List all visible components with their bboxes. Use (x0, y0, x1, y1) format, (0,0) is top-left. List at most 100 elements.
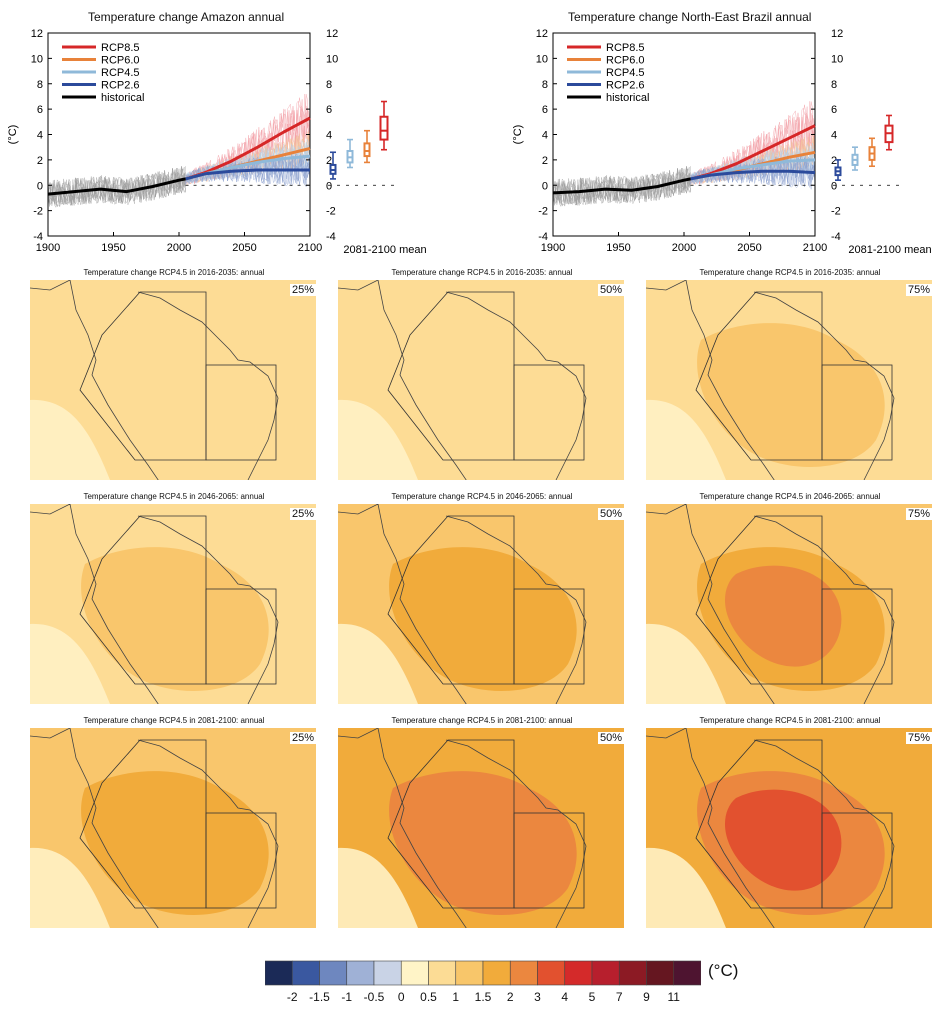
map-hot-region (724, 789, 842, 891)
map-panel: Temperature change RCP4.5 in 2046-2065: … (30, 492, 340, 707)
northeast-brazil-region-outline (513, 812, 585, 909)
y-tick-label: 6 (326, 104, 332, 116)
timeseries-panel-northeast-brazil: Temperature change North-East Brazil ann… (505, 0, 935, 260)
timeseries-plot: -4 -4 -2 -2 0 0 2 2 4 4 6 6 8 8 10 10 12 12 1900 1950 2000 20… (7, 28, 427, 256)
colorbar-tick-label: 5 (588, 990, 596, 1004)
northeast-brazil-region-outline (205, 364, 277, 461)
map-coastline (646, 280, 895, 480)
percentile-label: 25% (289, 732, 316, 744)
colorbar-tick-label: -1.5 (309, 990, 330, 1004)
x-tick-label: 2100 (803, 242, 827, 254)
map-area (646, 280, 932, 480)
map-area (338, 728, 624, 928)
map-area (30, 504, 316, 704)
y-tick-label: -4 (538, 231, 548, 243)
plot-frame (552, 32, 816, 237)
map-warm-region (389, 547, 577, 691)
y-tick-label: 8 (326, 79, 332, 91)
percentile-label: 25% (289, 284, 316, 296)
map-svg (338, 504, 624, 704)
y-tick-label: 4 (326, 130, 332, 142)
colorbar-unit: (°C) (708, 961, 739, 980)
map-panel: Temperature change RCP4.5 in 2016-2035: … (338, 268, 648, 483)
map-area (30, 280, 316, 480)
map-coastline (338, 504, 587, 704)
box-rcp85 (379, 115, 389, 141)
y-tick-label: 0 (831, 180, 837, 192)
legend-label: RCP4.5 (606, 67, 645, 79)
map-coastline (646, 504, 895, 704)
map-title: Temperature change RCP4.5 in 2016-2035: … (699, 268, 881, 277)
map-svg (30, 728, 316, 928)
colorbar-segment (537, 960, 566, 986)
map-svg (646, 728, 932, 928)
scenario-member-line (185, 155, 311, 186)
x-tick-label: 2050 (737, 242, 761, 254)
y-tick-label: 8 (542, 79, 548, 91)
map-area (30, 728, 316, 928)
colorbar-segment (265, 960, 293, 986)
colorbar-segment (591, 960, 620, 986)
legend-label: historical (101, 92, 144, 104)
y-tick-label: 6 (542, 104, 548, 116)
percentile-label: 50% (597, 284, 624, 296)
map-area (338, 504, 624, 704)
map-title: Temperature change RCP4.5 in 2046-2065: … (699, 492, 881, 501)
y-tick-label: 10 (536, 53, 548, 65)
map-cool-region (338, 399, 418, 480)
legend-label: RCP6.0 (101, 55, 140, 67)
scenario-member-line (690, 156, 816, 188)
colorbar-tick-label: 4 (561, 990, 569, 1004)
map-panel: Temperature change RCP4.5 in 2046-2065: … (646, 492, 935, 707)
map-cool-region (646, 623, 726, 704)
map-panel: Temperature change RCP4.5 in 2046-2065: … (338, 492, 648, 707)
map-warm-region (81, 771, 269, 915)
series-line-rcp26 (690, 169, 816, 181)
x-tick-label: 2000 (672, 242, 696, 254)
map-hot-region (724, 565, 842, 667)
colorbar-tick-label: 0.5 (420, 990, 437, 1004)
map-coastline (30, 280, 279, 480)
map-area (338, 280, 624, 480)
colorbar-segment (346, 960, 375, 986)
percentile-label: 75% (905, 508, 932, 520)
historical-member-line (47, 167, 186, 207)
map-panel: Temperature change RCP4.5 in 2016-2035: … (30, 268, 340, 483)
map-cool-region (30, 847, 110, 928)
box-axis-label: 2081-2100 mean (848, 244, 931, 256)
y-tick-label: 8 (831, 79, 837, 91)
y-tick-label: 0 (326, 180, 332, 192)
map-svg (646, 504, 932, 704)
map-warm-region (389, 771, 577, 915)
series-line-historical (552, 177, 691, 195)
x-tick-label: 2100 (298, 242, 322, 254)
map-cool-region (646, 847, 726, 928)
map-title: Temperature change RCP4.5 in 2081-2100: … (699, 716, 881, 725)
y-tick-label: 4 (37, 130, 43, 142)
series-line-historical (47, 177, 186, 196)
y-tick-label: 6 (831, 104, 837, 116)
colorbar-tick-label: 7 (615, 990, 623, 1004)
percentile-label: 75% (905, 732, 932, 744)
x-tick-label: 1950 (606, 242, 630, 254)
map-title: Temperature change RCP4.5 in 2046-2065: … (83, 492, 265, 501)
map-cool-region (338, 623, 418, 704)
colorbar-tick-label: 3 (534, 990, 541, 1004)
box-rcp60 (363, 142, 371, 158)
percentile-label: 25% (289, 508, 316, 520)
historical-member-line (552, 168, 691, 205)
y-tick-label: 8 (37, 79, 43, 91)
northeast-brazil-region-outline (513, 364, 585, 461)
y-tick-label: 2 (326, 155, 332, 167)
y-tick-label: 12 (31, 28, 43, 40)
x-tick-label: 1900 (36, 242, 60, 254)
colorbar-segment (564, 960, 593, 986)
map-coastline (338, 280, 587, 480)
colorbar-segment (618, 960, 647, 986)
y-tick-label: 12 (536, 28, 548, 40)
y-tick-label: 4 (542, 130, 548, 142)
y-tick-label: 0 (37, 180, 43, 192)
box-axis-label: 2081-2100 mean (343, 244, 426, 256)
map-svg (338, 728, 624, 928)
map-svg (646, 280, 932, 480)
